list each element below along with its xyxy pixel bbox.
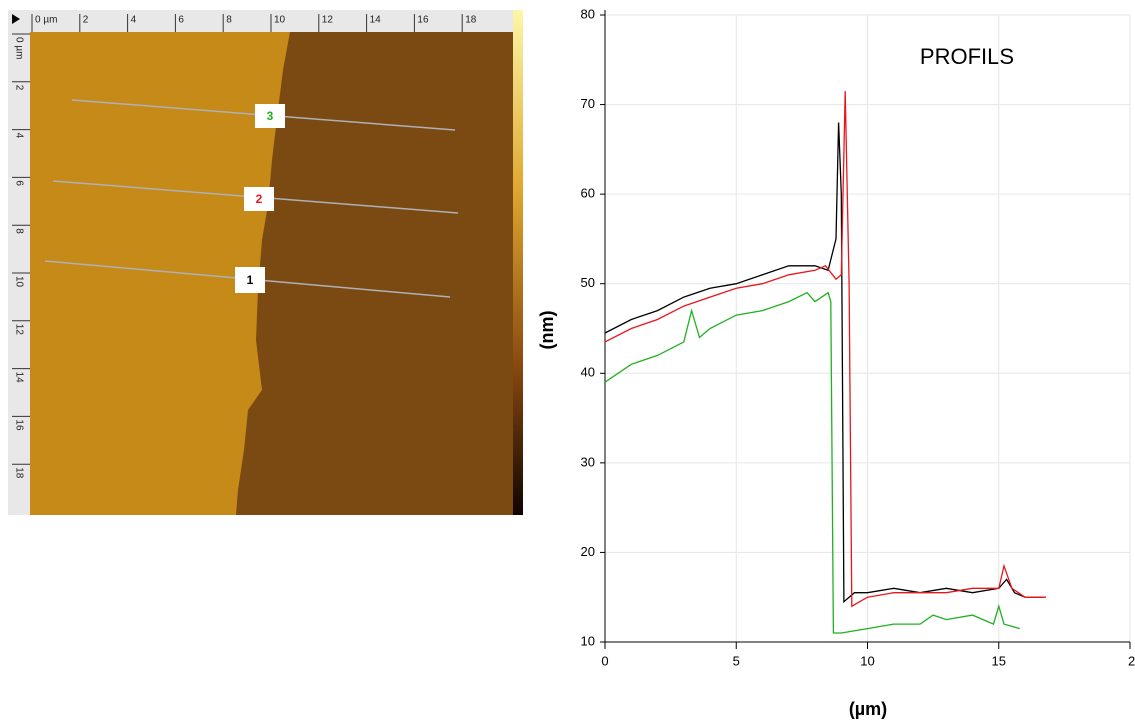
x-ruler — [8, 10, 523, 32]
y-tick-label: 50 — [581, 275, 595, 290]
y-ruler-label: 6 — [13, 180, 24, 186]
x-ruler-label: 4 — [131, 15, 137, 26]
y-ruler-label: 16 — [13, 419, 24, 431]
x-ruler-label: 12 — [322, 15, 334, 26]
x-tick-label: 10 — [860, 653, 874, 668]
x-tick-label: 15 — [992, 653, 1006, 668]
x-axis-label: (µm) — [849, 699, 887, 719]
y-tick-label: 30 — [581, 454, 595, 469]
y-ruler-label: 12 — [13, 324, 24, 336]
x-ruler-label: 16 — [417, 15, 429, 26]
y-axis-label: (nm) — [537, 311, 557, 350]
y-tick-label: 20 — [581, 544, 595, 559]
y-tick-label: 10 — [581, 633, 595, 648]
y-ruler-label: 2 — [13, 85, 24, 91]
profile-line — [604, 91, 1046, 608]
x-ruler-label: 14 — [370, 15, 382, 26]
x-ruler-label: 6 — [178, 15, 184, 26]
x-ruler-label: 0 µm — [35, 15, 57, 26]
x-ruler-label: 8 — [226, 15, 232, 26]
y-ruler-label: 10 — [13, 276, 24, 288]
profile-tag — [244, 187, 274, 211]
profile-label: 2 — [256, 192, 263, 206]
x-tick-label: 5 — [733, 653, 740, 668]
y-tick-label: 80 — [581, 6, 595, 21]
x-ruler-label: 10 — [274, 15, 286, 26]
x-ruler-label: 18 — [465, 15, 477, 26]
y-ruler-label: 0 µm — [13, 37, 24, 59]
y-ruler-label: 14 — [13, 372, 24, 384]
x-ruler-label: 2 — [83, 15, 89, 26]
ruler-arrow — [12, 14, 20, 24]
x-tick-label: 20 — [1128, 653, 1135, 668]
y-ruler-label: 18 — [13, 467, 24, 479]
profile-line — [604, 291, 1020, 634]
x-tick-label: 0 — [601, 653, 608, 668]
colorbar — [513, 10, 523, 515]
y-ruler — [8, 10, 30, 515]
y-tick-label: 40 — [581, 365, 595, 380]
y-ruler-label: 4 — [13, 133, 24, 139]
profile-tag — [255, 104, 285, 128]
profile-tag — [235, 267, 265, 293]
afm-panel: 3 2 1 0 µm 2 4 6 8 10 12 14 16 18 0 µm 2 4 6 8 10 12 14 16… — [8, 10, 523, 515]
profile-label: 1 — [247, 273, 254, 287]
y-ruler-label: 8 — [13, 228, 24, 234]
chart-title: PROFILS — [920, 44, 1014, 69]
y-tick-label: 70 — [581, 96, 595, 111]
y-tick-label: 60 — [581, 186, 595, 201]
profile-label: 3 — [267, 109, 274, 123]
film — [30, 32, 290, 515]
